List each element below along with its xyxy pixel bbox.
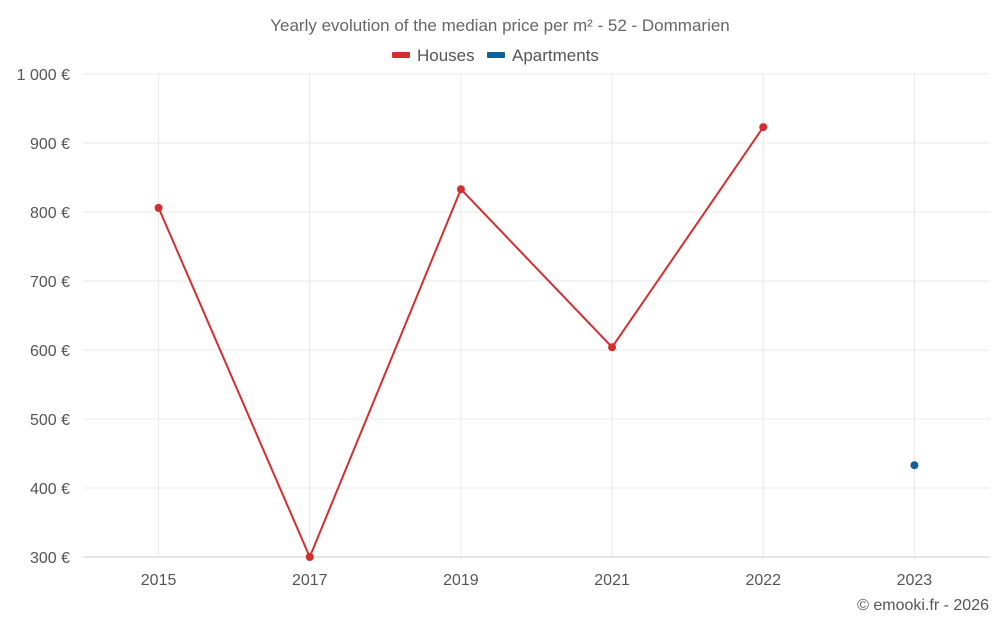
x-axis-labels: 2015 2017 2019 2021 2022 2023	[141, 572, 933, 589]
y-tick-label: 700 €	[30, 274, 70, 291]
credit-text: © emooki.fr - 2026	[857, 597, 989, 614]
x-tick-label: 2017	[292, 572, 328, 589]
series	[154, 123, 919, 561]
data-point-houses[interactable]	[305, 553, 314, 561]
x-tick-label: 2022	[745, 572, 781, 589]
y-tick-label: 1 000 €	[17, 67, 70, 84]
data-point-apartments[interactable]	[910, 461, 919, 470]
y-tick-label: 400 €	[30, 481, 70, 498]
y-tick-label: 900 €	[30, 136, 70, 153]
chart-title: Yearly evolution of the median price per…	[270, 16, 730, 35]
y-tick-label: 500 €	[30, 412, 70, 429]
data-point-houses[interactable]	[759, 123, 768, 132]
data-point-houses[interactable]	[456, 185, 465, 194]
y-tick-label: 300 €	[30, 550, 70, 567]
grid	[83, 73, 990, 558]
x-tick-label: 2019	[443, 572, 479, 589]
data-point-houses[interactable]	[154, 203, 163, 212]
y-axis-labels: 300 € 400 € 500 € 600 € 700 € 800 € 900 € 1 000…	[17, 67, 70, 567]
legend-item-apartments[interactable]: Apartments	[487, 46, 599, 65]
legend: Houses Apartments	[392, 46, 599, 65]
y-tick-label: 800 €	[30, 205, 70, 222]
legend-swatch-houses	[392, 52, 410, 58]
data-point-houses[interactable]	[608, 343, 617, 352]
legend-swatch-apartments	[487, 52, 505, 58]
x-tick-label: 2015	[141, 572, 177, 589]
legend-label-apartments: Apartments	[512, 46, 599, 65]
legend-label-houses: Houses	[417, 46, 475, 65]
legend-item-houses[interactable]: Houses	[392, 46, 475, 65]
y-tick-label: 600 €	[30, 343, 70, 360]
x-tick-label: 2023	[897, 572, 933, 589]
x-tick-label: 2021	[594, 572, 630, 589]
